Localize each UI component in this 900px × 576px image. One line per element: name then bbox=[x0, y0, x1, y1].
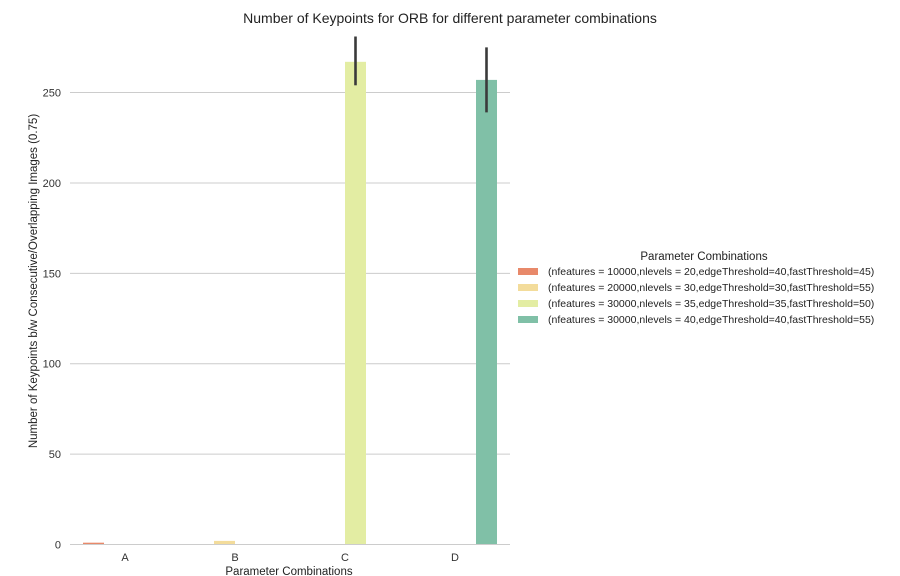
legend-swatch bbox=[518, 284, 538, 291]
y-tick-label: 200 bbox=[43, 178, 61, 190]
y-axis-label: Number of Keypoints b/w Consecutive/Over… bbox=[28, 114, 40, 448]
y-tick-label: 250 bbox=[43, 88, 61, 100]
bar bbox=[345, 61, 366, 545]
legend-title: Parameter Combinations bbox=[640, 251, 767, 263]
y-tick-label: 150 bbox=[43, 268, 61, 280]
bar bbox=[214, 540, 235, 545]
x-axis-ticks: A B C D bbox=[121, 552, 459, 564]
x-tick-label: D bbox=[451, 552, 459, 564]
legend-swatch bbox=[518, 268, 538, 275]
x-axis-label: Parameter Combinations bbox=[225, 566, 352, 576]
grid bbox=[70, 92, 510, 455]
legend-swatch bbox=[518, 300, 538, 307]
bar bbox=[83, 542, 104, 545]
legend-label: (nfeatures = 30000,nlevels = 40,edgeThre… bbox=[548, 314, 874, 326]
legend-label: (nfeatures = 10000,nlevels = 20,edgeThre… bbox=[548, 266, 874, 278]
chart-title: Number of Keypoints for ORB for differen… bbox=[243, 10, 657, 26]
y-tick-label: 100 bbox=[43, 359, 61, 371]
legend-swatch bbox=[518, 316, 538, 323]
legend-label: (nfeatures = 30000,nlevels = 35,edgeThre… bbox=[548, 298, 874, 310]
y-tick-label: 0 bbox=[55, 540, 61, 552]
x-tick-label: C bbox=[341, 552, 349, 564]
legend: Parameter Combinations (nfeatures = 1000… bbox=[518, 251, 874, 326]
legend-label: (nfeatures = 20000,nlevels = 30,edgeThre… bbox=[548, 282, 874, 294]
legend-items: (nfeatures = 10000,nlevels = 20,edgeThre… bbox=[518, 266, 874, 326]
bar bbox=[476, 79, 497, 545]
bars bbox=[83, 61, 497, 545]
x-tick-label: B bbox=[231, 552, 238, 564]
error-bars bbox=[354, 36, 488, 113]
x-tick-label: A bbox=[121, 552, 129, 564]
y-axis-ticks: 0 50 100 150 200 250 bbox=[43, 88, 61, 552]
y-tick-label: 50 bbox=[49, 449, 61, 461]
